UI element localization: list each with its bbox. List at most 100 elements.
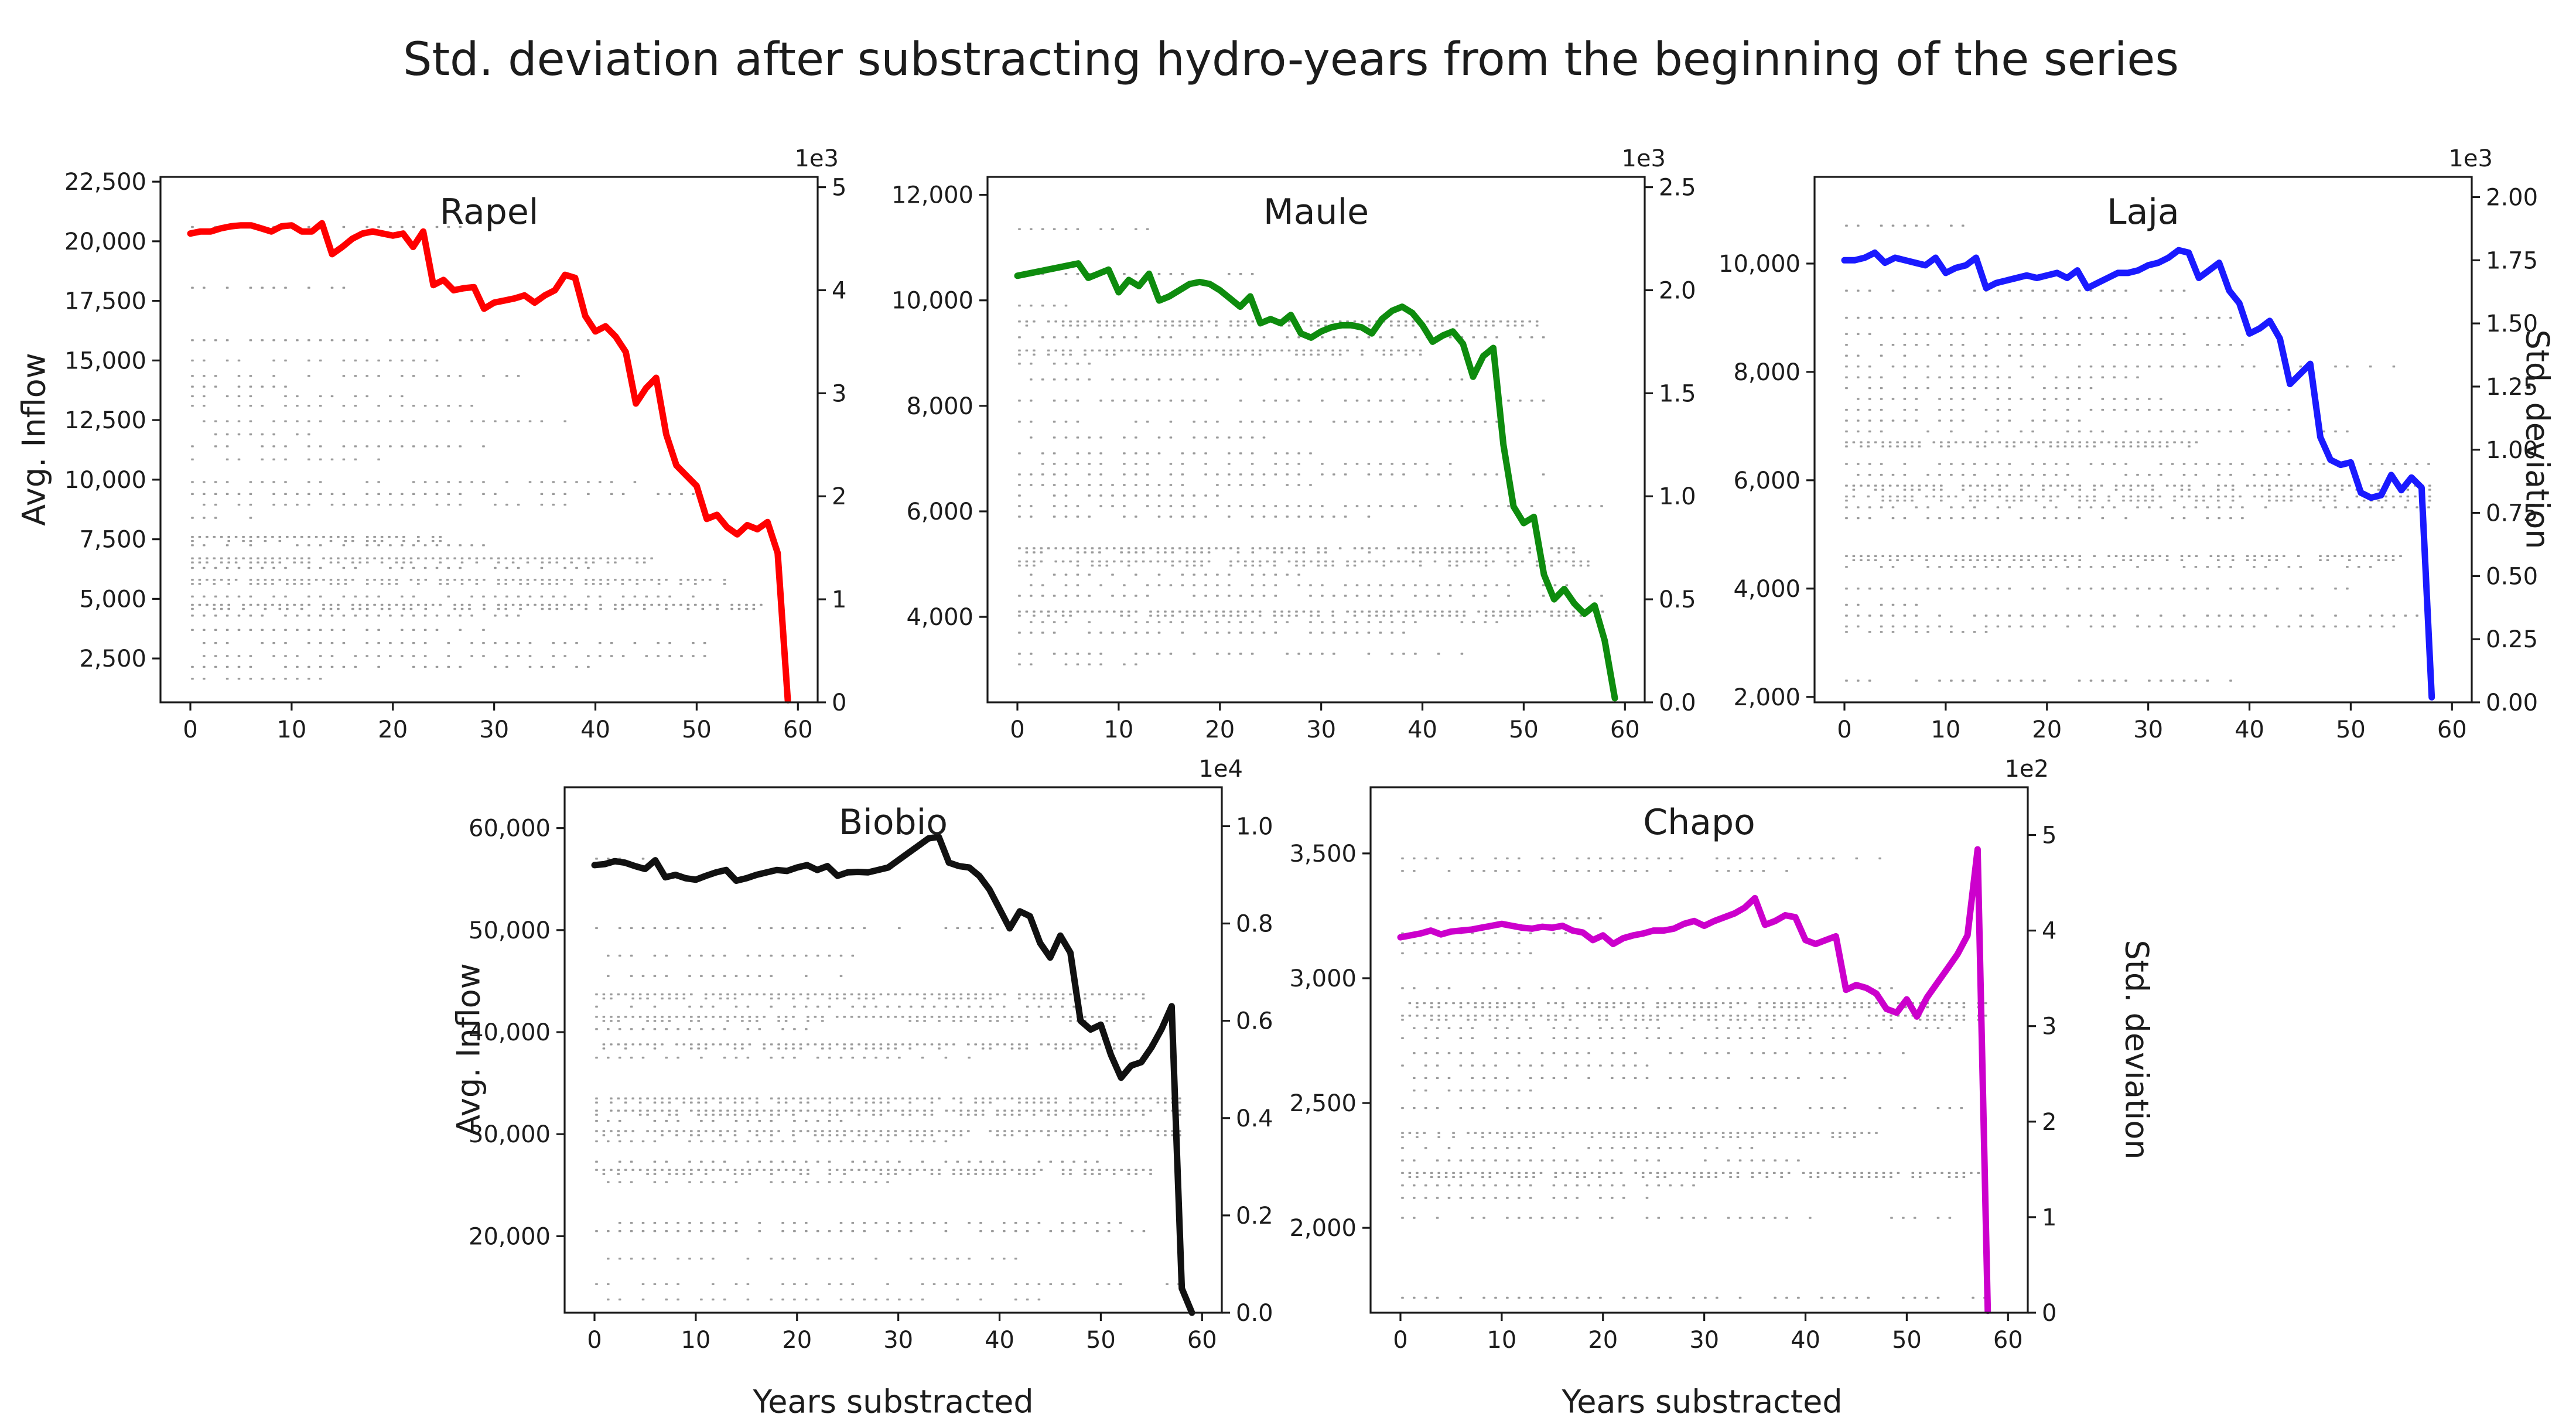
maule-left-tick-label: 8,000 bbox=[906, 393, 973, 420]
laja-right-tick-label: 1.50 bbox=[2486, 310, 2538, 337]
maule-x-tick-label: 10 bbox=[1103, 716, 1133, 743]
figure-title: Std. deviation after substracting hydro-… bbox=[402, 33, 2179, 86]
laja-left-tick-label: 2,000 bbox=[1733, 684, 1801, 711]
rapel-x-tick-label: 10 bbox=[276, 716, 306, 743]
biobio-stddev-line bbox=[591, 834, 1195, 1316]
biobio-subplot-title: Biobio bbox=[839, 802, 948, 843]
rapel-right-tick-label: 5 bbox=[832, 175, 846, 202]
maule-right-tick-label: 2.0 bbox=[1659, 277, 1696, 304]
laja-right-tick-label: 1.75 bbox=[2486, 247, 2538, 274]
biobio-right-tick-label: 0.0 bbox=[1236, 1300, 1273, 1327]
laja-right-tick-label: 0.75 bbox=[2486, 500, 2538, 527]
laja-right-tick-label: 0.50 bbox=[2486, 563, 2538, 590]
biobio-left-tick-label: 20,000 bbox=[469, 1223, 551, 1250]
biobio-right-axis-offset: 1e4 bbox=[1198, 756, 1243, 783]
maule-left-tick-label: 10,000 bbox=[891, 288, 973, 315]
maule-x-tick-label: 30 bbox=[1306, 716, 1336, 743]
y-axis-label-avg-inflow-row1: Avg. Inflow bbox=[15, 353, 53, 526]
laja-x-tick-label: 50 bbox=[2336, 716, 2366, 743]
biobio-x-tick-label: 10 bbox=[681, 1327, 710, 1354]
maule-subplot-title: Maule bbox=[1263, 192, 1369, 233]
biobio-x-tick-label: 50 bbox=[1086, 1327, 1116, 1354]
rapel-subplot-title: Rapel bbox=[440, 192, 539, 233]
chapo-x-tick-label: 30 bbox=[1689, 1327, 1719, 1354]
biobio-x-tick-label: 30 bbox=[883, 1327, 913, 1354]
maule-left-tick-label: 6,000 bbox=[906, 498, 973, 525]
maule-axes-frame bbox=[986, 176, 1646, 704]
subplot-laja: 0 10 20 30 40 50 60 2,000 4,000 6,000 8,000 10,000 0… bbox=[1719, 145, 2538, 743]
rapel-inflow-dots bbox=[191, 226, 763, 680]
maule-x-tick-label: 0 bbox=[1010, 716, 1024, 743]
laja-x-tick-label: 10 bbox=[1931, 716, 1960, 743]
laja-right-tick-label: 0.00 bbox=[2486, 689, 2538, 716]
maule-right-tick-label: 2.5 bbox=[1659, 175, 1696, 202]
y-axis-label-avg-inflow-row2: Avg. Inflow bbox=[450, 963, 487, 1136]
laja-left-tick-label: 6,000 bbox=[1733, 467, 1801, 494]
biobio-left-tick-label: 30,000 bbox=[469, 1121, 551, 1148]
rapel-x-tick-label: 40 bbox=[580, 716, 610, 743]
laja-x-tick-label: 0 bbox=[1837, 716, 1851, 743]
biobio-left-tick-label: 60,000 bbox=[469, 815, 551, 842]
rapel-right-tick-label: 0 bbox=[832, 689, 846, 716]
laja-right-tick-label: 1.00 bbox=[2486, 437, 2538, 464]
maule-right-tick-label: 1.0 bbox=[1659, 483, 1696, 510]
x-axis-label-years-chapo: Years substracted bbox=[1562, 1383, 1843, 1420]
rapel-right-tick-label: 3 bbox=[832, 380, 846, 407]
chapo-x-tick-label: 10 bbox=[1487, 1327, 1516, 1354]
biobio-left-tick-label: 40,000 bbox=[469, 1019, 551, 1046]
rapel-right-tick-label: 4 bbox=[832, 277, 846, 304]
subplot-chapo: 0 10 20 30 40 50 60 2,000 2,500 3,000 3,500 0 1 2 3 4 5 1… bbox=[1289, 756, 2056, 1354]
chapo-x-tick-label: 20 bbox=[1588, 1327, 1618, 1354]
subplot-rapel: 0 10 20 30 40 50 602,5005,0007,50010,00012,500… bbox=[64, 145, 846, 743]
laja-right-tick-label: 1.25 bbox=[2486, 374, 2538, 401]
chapo-subplot-title: Chapo bbox=[1643, 802, 1755, 843]
maule-right-tick-label: 0.5 bbox=[1659, 586, 1696, 613]
chapo-left-tick-label: 2,500 bbox=[1289, 1090, 1357, 1117]
x-axis-label-years-biobio: Years substracted bbox=[753, 1383, 1034, 1420]
maule-left-tick-label: 4,000 bbox=[906, 604, 973, 631]
laja-x-tick-label: 30 bbox=[2133, 716, 2163, 743]
chapo-right-tick-label: 3 bbox=[2042, 1013, 2056, 1040]
chapo-right-axis-offset: 1e2 bbox=[2004, 756, 2049, 783]
rapel-left-tick-label: 17,500 bbox=[64, 288, 146, 315]
chapo-left-tick-label: 3,000 bbox=[1289, 965, 1357, 992]
laja-left-tick-label: 8,000 bbox=[1733, 359, 1801, 386]
subplot-biobio: 0 10 20 30 40 50 60 20,000 30,000 40,000 50,000 60,… bbox=[469, 756, 1273, 1354]
rapel-x-tick-label: 30 bbox=[479, 716, 509, 743]
biobio-right-tick-label: 0.8 bbox=[1236, 911, 1273, 938]
rapel-x-tick-label: 60 bbox=[783, 716, 813, 743]
rapel-x-tick-label: 0 bbox=[183, 716, 197, 743]
laja-axes-frame bbox=[1813, 176, 2473, 704]
maule-left-tick-label: 12,000 bbox=[891, 182, 973, 209]
chapo-x-tick-label: 0 bbox=[1393, 1327, 1407, 1354]
y-axis-label-std-deviation-row1: Std. deviation bbox=[2519, 329, 2556, 549]
chapo-inflow-dots bbox=[1401, 857, 1987, 1299]
laja-inflow-dots bbox=[1845, 224, 2431, 682]
chapo-left-tick-label: 3,500 bbox=[1289, 841, 1357, 868]
rapel-x-tick-label: 50 bbox=[682, 716, 712, 743]
biobio-right-tick-label: 1.0 bbox=[1236, 813, 1273, 840]
y-axis-label-std-deviation-row2: Std. deviation bbox=[2118, 940, 2155, 1160]
chapo-x-tick-label: 60 bbox=[1993, 1327, 2023, 1354]
chapo-right-tick-label: 1 bbox=[2042, 1204, 2056, 1231]
biobio-x-tick-label: 60 bbox=[1187, 1327, 1217, 1354]
laja-x-tick-label: 60 bbox=[2437, 716, 2467, 743]
laja-subplot-title: Laja bbox=[2107, 192, 2179, 233]
maule-x-tick-label: 60 bbox=[1610, 716, 1640, 743]
chapo-axes-frame bbox=[1369, 786, 2029, 1314]
chapo-x-tick-label: 40 bbox=[1791, 1327, 1820, 1354]
biobio-x-tick-label: 0 bbox=[587, 1327, 602, 1354]
chapo-stddev-line bbox=[1397, 846, 1991, 1314]
subplot-maule: 0 10 20 30 40 50 60 4,000 6,000 8,000 10,000 12,000… bbox=[891, 145, 1696, 743]
laja-right-tick-label: 2.00 bbox=[2486, 185, 2538, 211]
rapel-x-tick-label: 20 bbox=[378, 716, 408, 743]
rapel-stddev-line bbox=[187, 220, 791, 704]
maule-x-tick-label: 40 bbox=[1407, 716, 1437, 743]
biobio-right-tick-label: 0.6 bbox=[1236, 1008, 1273, 1035]
rapel-left-tick-label: 10,000 bbox=[64, 467, 146, 494]
maule-right-tick-label: 0.0 bbox=[1659, 689, 1696, 716]
biobio-right-tick-label: 0.4 bbox=[1236, 1105, 1273, 1132]
biobio-axes-frame bbox=[563, 786, 1223, 1314]
